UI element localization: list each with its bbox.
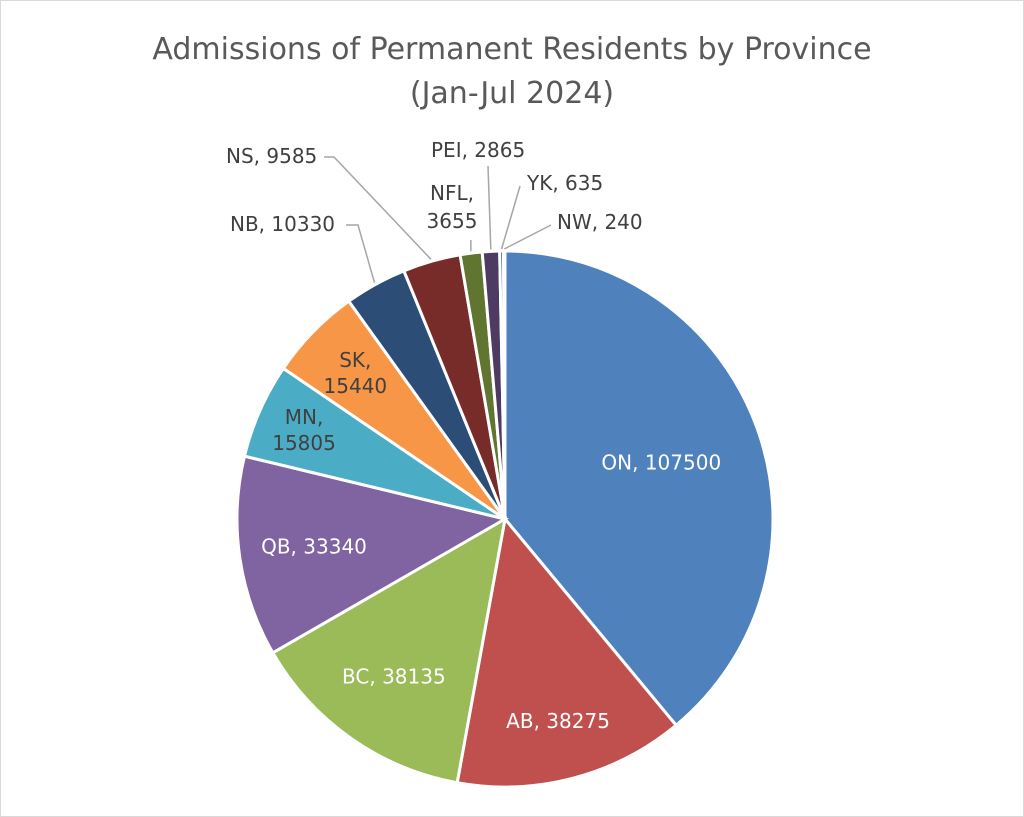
data-label-nw: NW, 240 [557, 210, 643, 234]
data-label-nb: NB, 10330 [230, 212, 335, 236]
data-label-ab: AB, 38275 [506, 709, 610, 733]
chart-title: Admissions of Permanent Residents by Pro… [152, 32, 872, 67]
data-label-qb: QB, 33340 [261, 534, 367, 558]
pie-slice-ab [455, 515, 679, 789]
data-label-sk: SK, 15440 [324, 348, 388, 398]
data-label-nfl: NFL, 3655 [427, 181, 478, 233]
data-label-ns: NS, 9585 [226, 144, 317, 168]
pie-slice-nw [502, 249, 507, 520]
pie-slices [235, 249, 775, 789]
data-label-bc: BC, 38135 [342, 665, 446, 689]
leader-lines [324, 156, 552, 283]
data-label-yk: YK, 635 [526, 171, 603, 195]
leader-line-pei [487, 165, 492, 250]
leader-line-nb [346, 224, 376, 283]
chart-subtitle: (Jan-Jul 2024) [409, 76, 615, 111]
data-label-pei: PEI, 2865 [431, 138, 525, 162]
chart-title-block: Admissions of Permanent Residents by Pro… [0, 28, 1024, 116]
data-label-on: ON, 107500 [601, 451, 721, 475]
leader-line-nw [503, 224, 552, 250]
data-label-mn: MN, 15805 [272, 405, 336, 455]
leader-line-ns [324, 156, 432, 260]
leader-line-yk [500, 185, 521, 250]
pie-slice-bc [270, 516, 508, 785]
pie-slice-qb [235, 454, 510, 655]
data-labels: ON, 107500 AB, 38275 BC, 38135 QB, 33340 MN,… [226, 138, 721, 733]
pie-slice-on [503, 249, 775, 728]
